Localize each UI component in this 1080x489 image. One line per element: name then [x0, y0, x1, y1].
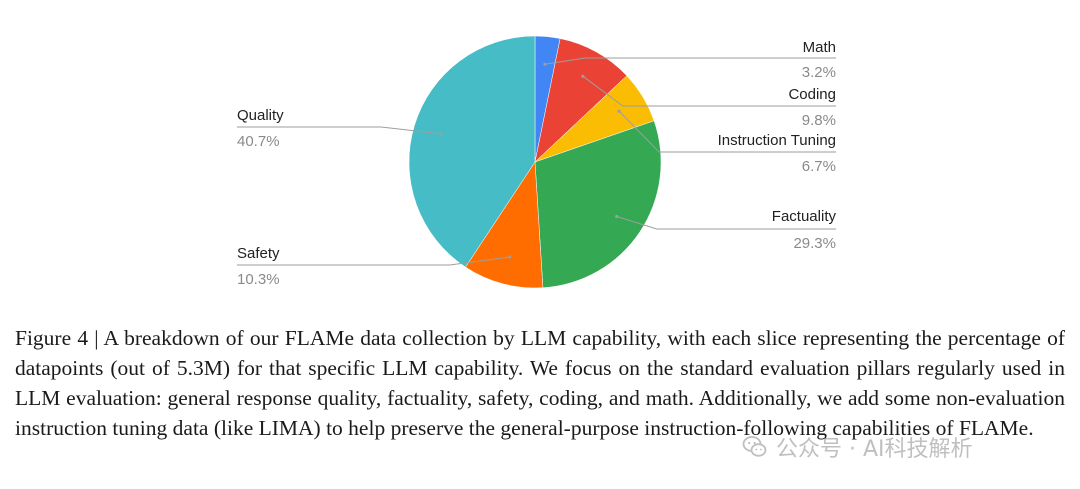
slice-label-math: Math — [803, 39, 836, 56]
pie-slices — [408, 35, 662, 289]
figure-caption: Figure 4 | A breakdown of our FLAMe data… — [15, 326, 1065, 440]
leader-lines — [237, 57, 836, 266]
slice-label-coding: Coding — [788, 86, 836, 103]
slice-label-factuality: Factuality — [772, 208, 837, 225]
leader-dot-coding — [581, 74, 585, 78]
slice-label-safety: Safety — [237, 245, 280, 262]
watermark-text: 公众号 · AI科技解析 — [776, 437, 973, 462]
slice-label-instruction-tuning: Instruction Tuning — [718, 132, 836, 149]
pie-slice-quality — [408, 35, 536, 268]
leader-dot-factuality — [615, 214, 619, 219]
leader-dot-math — [543, 62, 547, 66]
pie-chart: Math 3.2% Coding 9.8% Instruction Tuning 6.7%… — [237, 35, 836, 289]
leader-dot-instruction-tuning — [617, 109, 621, 113]
watermark: 公众号 · AI科技解析 — [742, 430, 973, 464]
slice-value-coding: 9.8% — [802, 112, 836, 129]
leader-line-instruction-tuning — [618, 110, 836, 153]
pie-chart-svg: Math 3.2% Coding 9.8% Instruction Tuning 6.7%… — [237, 35, 836, 289]
pie-slice-factuality — [534, 120, 662, 289]
leader-dot-quality — [439, 132, 443, 136]
slice-value-safety: 10.3% — [237, 271, 280, 288]
leader-line-quality — [237, 126, 441, 135]
leader-line-factuality — [616, 216, 836, 230]
wechat-logo-icon — [742, 436, 767, 457]
pie-slice-coding — [534, 38, 628, 163]
leader-line-coding — [582, 75, 836, 107]
slice-value-factuality: 29.3% — [793, 235, 836, 252]
pie-slice-safety — [465, 161, 544, 289]
leader-dot-safety — [508, 255, 512, 259]
slice-labels: Math 3.2% Coding 9.8% Instruction Tuning 6.7%… — [237, 39, 836, 288]
slice-label-quality: Quality — [237, 107, 284, 124]
slice-value-instruction-tuning: 6.7% — [802, 158, 836, 175]
slice-value-math: 3.2% — [802, 64, 836, 81]
slice-value-quality: 40.7% — [237, 133, 280, 150]
leader-line-safety — [237, 256, 510, 266]
leader-line-math — [544, 57, 836, 65]
